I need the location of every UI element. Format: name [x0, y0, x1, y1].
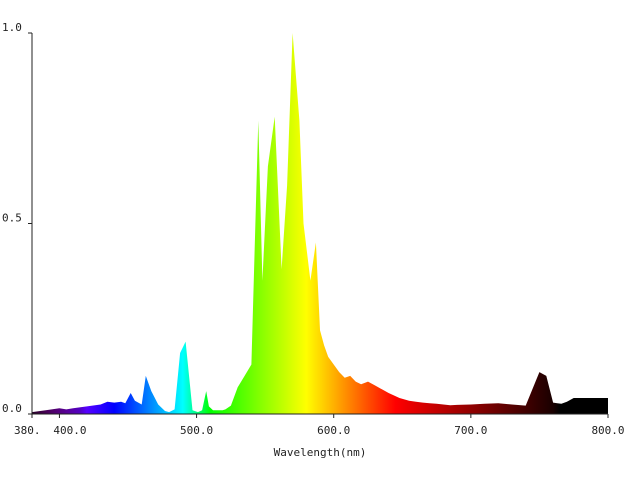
x-tick-label: 800.0 [591, 424, 624, 437]
y-tick-label: 0.5 [2, 212, 22, 225]
y-tick-label: 1.0 [2, 21, 22, 34]
x-axis-ticks: 380. 400.0 500.0 600.0 700.0 800.0 [14, 414, 625, 437]
x-tick-label: 600.0 [317, 424, 350, 437]
x-tick-label: 380. [14, 424, 41, 437]
spectrum-area [32, 33, 608, 414]
x-axis-title: Wavelength(nm) [274, 446, 367, 459]
x-tick-label: 500.0 [180, 424, 213, 437]
y-axis-ticks: 0.0 0.5 1.0 [2, 21, 32, 415]
x-tick-label: 700.0 [454, 424, 487, 437]
y-tick-label: 0.0 [2, 402, 22, 415]
x-tick-label: 400.0 [53, 424, 86, 437]
spectrum-area-layer [32, 33, 608, 414]
